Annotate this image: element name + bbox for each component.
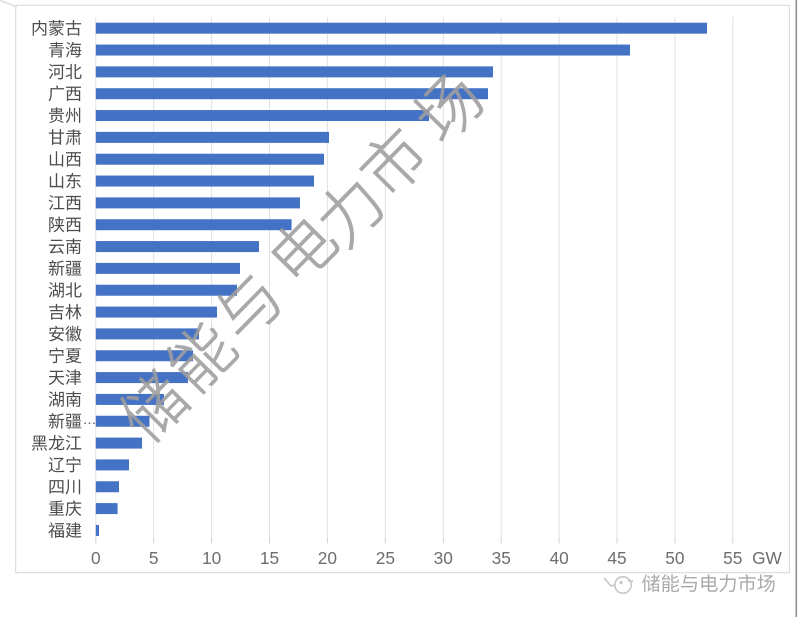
svg-text:0: 0: [91, 548, 101, 568]
svg-text:40: 40: [549, 548, 568, 568]
svg-text:25: 25: [376, 548, 395, 568]
svg-text:5: 5: [149, 548, 159, 568]
svg-text:GW: GW: [752, 548, 782, 568]
svg-text:45: 45: [607, 548, 626, 568]
svg-text:…: …: [83, 411, 97, 427]
svg-text:50: 50: [665, 548, 684, 568]
svg-text:10: 10: [202, 548, 221, 568]
svg-text:55: 55: [723, 548, 742, 568]
svg-text:15: 15: [260, 548, 279, 568]
svg-text:20: 20: [318, 548, 337, 568]
svg-text:35: 35: [492, 548, 511, 568]
svg-text:30: 30: [434, 548, 453, 568]
